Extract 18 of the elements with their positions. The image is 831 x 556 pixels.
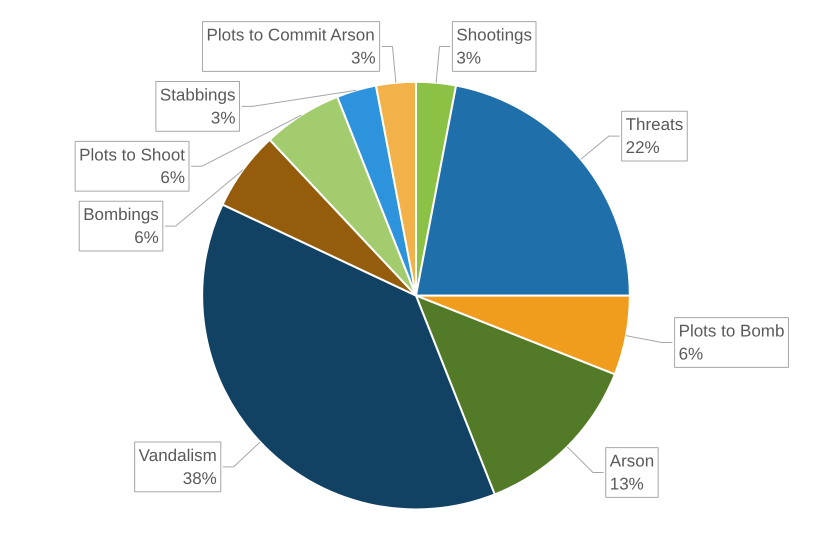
slice-label: Shootings [456, 26, 532, 45]
data-label: 3% [456, 48, 481, 68]
data-label: 38% [182, 468, 217, 488]
data-label: 6% [160, 168, 185, 188]
slice-label: Stabbings [160, 85, 236, 104]
data-label: 6% [678, 344, 704, 364]
data-label: 3% [351, 48, 376, 68]
data-label: 3% [210, 108, 236, 128]
slice-label: Arson [610, 452, 654, 471]
slice-label: Plots to Shoot [79, 145, 186, 164]
slice-label: Vandalism [138, 446, 217, 465]
data-label: 13% [610, 474, 644, 494]
data-label: 6% [134, 228, 159, 248]
slice-label: Bombings [83, 205, 159, 224]
slice-label: Threats [626, 115, 684, 134]
data-label: 22% [626, 138, 660, 158]
slice-label: Plots to Bomb [678, 322, 784, 341]
slice-label: Plots to Commit Arson [206, 26, 375, 45]
